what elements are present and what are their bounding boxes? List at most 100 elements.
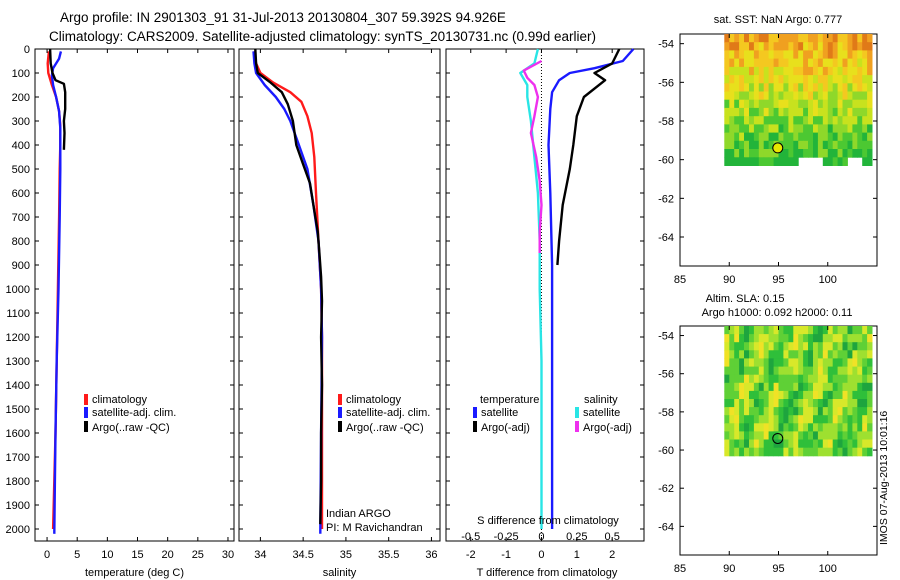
heatmap-cell (783, 132, 789, 142)
heatmap-cell (744, 358, 750, 367)
heatmap-cell (744, 399, 750, 408)
heatmap-cell (852, 116, 858, 125)
heatmap-cell (857, 42, 863, 51)
heatmap-cell (758, 149, 765, 158)
legend-title-temperature: temperature (480, 394, 539, 406)
heatmap-cell (832, 399, 839, 408)
heatmap-cell (842, 350, 848, 359)
heatmap-cell (852, 107, 858, 117)
heatmap-cell (837, 407, 843, 416)
y-tick-label: -54 (658, 39, 674, 51)
heatmap-cell (817, 423, 824, 432)
y-tick-label: 1500 (6, 404, 30, 416)
y-tick-label: -60 (658, 155, 674, 167)
heatmap-cell (813, 342, 819, 351)
heatmap-cell (852, 34, 858, 43)
heatmap-cell (744, 149, 750, 158)
heatmap-cell (798, 58, 804, 68)
heatmap-cell (778, 99, 784, 109)
heatmap-cell (753, 431, 760, 440)
heatmap-cell (808, 334, 814, 343)
heatmap-cell (749, 91, 755, 101)
heatmap-cell (729, 157, 735, 166)
heatmap-cell (739, 358, 745, 367)
heatmap-cell (739, 91, 745, 101)
y-tick-label: 400 (12, 140, 30, 152)
heatmap-cell (813, 91, 819, 101)
heatmap-cell (793, 50, 799, 60)
heatmap-cell (793, 334, 799, 343)
heatmap-cell (763, 366, 770, 376)
heatmap-cell (773, 439, 779, 449)
heatmap-cell (778, 431, 784, 440)
heatmap-cell (744, 58, 750, 68)
heatmap-cell (852, 50, 858, 60)
heatmap-cell (734, 382, 740, 392)
heatmap-cell (749, 334, 755, 343)
heatmap-cell (768, 116, 774, 125)
heatmap-cell (724, 415, 730, 424)
heatmap-cell (862, 366, 868, 376)
heatmap-cell (837, 149, 843, 158)
heatmap-cell (862, 149, 868, 158)
heatmap-cell (837, 66, 843, 76)
heatmap-cell (857, 407, 863, 416)
heatmap-cell (773, 42, 779, 51)
heatmap-cell (837, 415, 843, 424)
heatmap-cell (773, 399, 779, 408)
x-tick-label: 30 (222, 549, 234, 561)
heatmap-cell (803, 431, 809, 440)
heatmap-cell (768, 83, 774, 92)
heatmap-cell (783, 358, 789, 367)
heatmap-cell (822, 66, 829, 76)
heatmap-cell (749, 34, 755, 43)
heatmap-cell (808, 107, 814, 117)
heatmap-cell (862, 157, 868, 166)
heatmap-cell (852, 75, 858, 84)
heatmap-cell (788, 91, 794, 101)
heatmap-cell (867, 75, 873, 84)
y-tick-label: -56 (658, 77, 674, 89)
heatmap-cell (768, 50, 774, 60)
heatmap-cell (724, 439, 730, 449)
heatmap-cell (783, 157, 789, 166)
heatmap-cell (729, 326, 735, 335)
heatmap-cell (867, 99, 873, 109)
heatmap-cell (758, 399, 765, 408)
heatmap-cell (724, 66, 730, 76)
heatmap-cell (749, 399, 755, 408)
heatmap-cell (753, 75, 760, 84)
heatmap-cell (744, 107, 750, 117)
heatmap-cell (867, 124, 873, 134)
heatmap-cell (749, 124, 755, 134)
heatmap-cell (837, 116, 843, 125)
heatmap-cell (852, 124, 858, 134)
heatmap-cell (793, 415, 799, 424)
heatmap-cell (778, 107, 784, 117)
heatmap-cell (729, 447, 735, 457)
heatmap-cell (842, 116, 848, 125)
s-tick-label: 0.5 (605, 531, 620, 543)
heatmap-cell (788, 75, 794, 84)
y-tick-label: 2000 (6, 524, 30, 536)
heatmap-cell (753, 407, 760, 416)
heatmap-cell (783, 447, 789, 457)
heatmap-cell (729, 415, 735, 424)
heatmap-cell (857, 350, 863, 359)
heatmap-cell (852, 326, 858, 335)
heatmap-cell (857, 34, 863, 43)
heatmap-cell (734, 107, 740, 117)
heatmap-cell (822, 415, 829, 424)
heatmap-cell (847, 399, 853, 408)
heatmap-cell (768, 358, 774, 367)
heatmap-cell (852, 91, 858, 101)
heatmap-cell (832, 42, 839, 51)
heatmap-cell (817, 116, 824, 125)
heatmap-cell (817, 58, 824, 68)
heatmap-cell (763, 415, 770, 424)
legend-label-s-satellite: satellite (583, 407, 620, 419)
heatmap-cell (729, 83, 735, 92)
heatmap-cell (842, 407, 848, 416)
legend-label-t-satellite: satellite (481, 407, 518, 419)
heatmap-cell (788, 431, 794, 440)
